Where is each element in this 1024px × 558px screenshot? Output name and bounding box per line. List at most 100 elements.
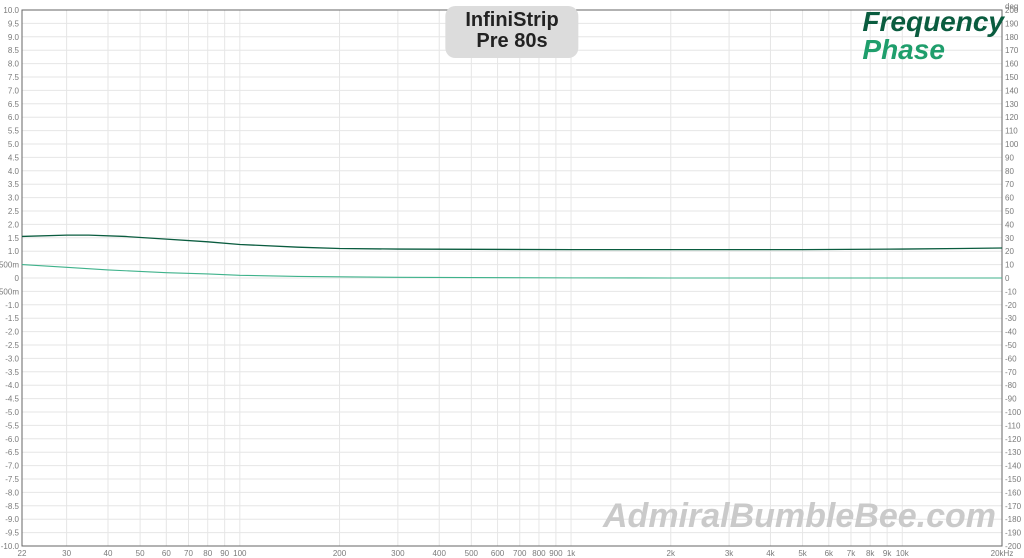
svg-text:-180: -180 (1005, 515, 1022, 524)
svg-text:4.5: 4.5 (8, 153, 20, 162)
svg-text:-30: -30 (1005, 314, 1017, 323)
svg-text:2.5: 2.5 (8, 207, 20, 216)
svg-text:1.0: 1.0 (8, 247, 20, 256)
svg-text:120: 120 (1005, 113, 1019, 122)
svg-text:100: 100 (233, 549, 247, 558)
svg-text:-40: -40 (1005, 328, 1017, 337)
svg-text:7k: 7k (847, 549, 856, 558)
svg-text:5k: 5k (798, 549, 807, 558)
svg-text:500: 500 (465, 549, 479, 558)
svg-text:-80: -80 (1005, 381, 1017, 390)
svg-text:60: 60 (1005, 194, 1014, 203)
svg-text:-5.0: -5.0 (5, 408, 19, 417)
svg-text:80: 80 (203, 549, 212, 558)
svg-text:-140: -140 (1005, 462, 1022, 471)
svg-text:-2.0: -2.0 (5, 328, 19, 337)
svg-text:0: 0 (1005, 274, 1010, 283)
svg-text:400: 400 (433, 549, 447, 558)
svg-text:1.5: 1.5 (8, 234, 20, 243)
svg-text:-150: -150 (1005, 475, 1022, 484)
svg-text:-90: -90 (1005, 395, 1017, 404)
svg-text:80: 80 (1005, 167, 1014, 176)
svg-text:2k: 2k (667, 549, 676, 558)
svg-text:5.0: 5.0 (8, 140, 20, 149)
svg-text:-2.5: -2.5 (5, 341, 19, 350)
chart-svg: 10.09.59.08.58.07.57.06.56.05.55.04.54.0… (0, 0, 1024, 558)
svg-text:-9.5: -9.5 (5, 529, 19, 538)
svg-text:8.5: 8.5 (8, 46, 20, 55)
svg-text:-70: -70 (1005, 368, 1017, 377)
svg-text:-3.5: -3.5 (5, 368, 19, 377)
svg-text:800: 800 (532, 549, 546, 558)
svg-text:-6.0: -6.0 (5, 435, 19, 444)
svg-text:6.0: 6.0 (8, 113, 20, 122)
svg-text:3.5: 3.5 (8, 180, 20, 189)
svg-text:-110: -110 (1005, 421, 1021, 430)
svg-text:300: 300 (391, 549, 405, 558)
svg-text:160: 160 (1005, 60, 1019, 69)
svg-text:-7.0: -7.0 (5, 462, 19, 471)
svg-text:-8.5: -8.5 (5, 502, 19, 511)
svg-text:9.0: 9.0 (8, 33, 20, 42)
svg-text:90: 90 (220, 549, 229, 558)
chart-container: 10.09.59.08.58.07.57.06.56.05.55.04.54.0… (0, 0, 1024, 558)
svg-text:100: 100 (1005, 140, 1019, 149)
svg-text:-8.0: -8.0 (5, 488, 19, 497)
chart-legend: FrequencyPhase (862, 8, 1004, 64)
svg-text:40: 40 (104, 549, 113, 558)
svg-text:7.5: 7.5 (8, 73, 20, 82)
svg-text:3k: 3k (725, 549, 734, 558)
svg-text:10: 10 (1005, 261, 1014, 270)
svg-text:20kHz: 20kHz (991, 549, 1014, 558)
svg-text:-6.5: -6.5 (5, 448, 19, 457)
svg-text:1k: 1k (567, 549, 576, 558)
svg-text:900: 900 (549, 549, 563, 558)
svg-text:deg: deg (1005, 2, 1018, 11)
svg-text:130: 130 (1005, 100, 1019, 109)
svg-text:20: 20 (1005, 247, 1014, 256)
svg-text:9k: 9k (883, 549, 892, 558)
svg-text:150: 150 (1005, 73, 1019, 82)
svg-text:190: 190 (1005, 19, 1019, 28)
svg-text:22: 22 (18, 549, 27, 558)
svg-text:10.0: 10.0 (3, 6, 19, 15)
svg-text:8k: 8k (866, 549, 875, 558)
chart-title-badge: InfiniStrip Pre 80s (445, 6, 578, 58)
svg-text:-50: -50 (1005, 341, 1017, 350)
svg-text:-1.0: -1.0 (5, 301, 19, 310)
svg-text:-4.0: -4.0 (5, 381, 19, 390)
svg-text:170: 170 (1005, 46, 1019, 55)
svg-text:70: 70 (184, 549, 193, 558)
svg-text:8.0: 8.0 (8, 60, 20, 69)
svg-text:3.0: 3.0 (8, 194, 20, 203)
svg-text:-4.5: -4.5 (5, 395, 19, 404)
svg-text:-160: -160 (1005, 488, 1022, 497)
svg-text:40: 40 (1005, 220, 1014, 229)
legend-item-frequency: Frequency (862, 8, 1004, 36)
svg-text:-100: -100 (1005, 408, 1022, 417)
svg-text:5.5: 5.5 (8, 127, 20, 136)
legend-item-phase: Phase (862, 36, 1004, 64)
svg-text:30: 30 (1005, 234, 1014, 243)
svg-text:4.0: 4.0 (8, 167, 20, 176)
watermark: AdmiralBumbleBee.com (603, 497, 996, 536)
svg-text:180: 180 (1005, 33, 1019, 42)
svg-text:4k: 4k (766, 549, 775, 558)
svg-text:70: 70 (1005, 180, 1014, 189)
svg-text:90: 90 (1005, 153, 1014, 162)
svg-text:-500m: -500m (0, 287, 19, 296)
svg-text:30: 30 (62, 549, 71, 558)
svg-text:110: 110 (1005, 127, 1018, 136)
svg-text:-60: -60 (1005, 354, 1017, 363)
svg-text:2.0: 2.0 (8, 220, 20, 229)
svg-text:60: 60 (162, 549, 171, 558)
svg-text:-7.5: -7.5 (5, 475, 19, 484)
svg-text:-170: -170 (1005, 502, 1022, 511)
svg-text:10k: 10k (896, 549, 910, 558)
svg-text:-1.5: -1.5 (5, 314, 19, 323)
svg-text:-10: -10 (1005, 287, 1017, 296)
svg-text:50: 50 (1005, 207, 1014, 216)
svg-text:0: 0 (15, 274, 20, 283)
svg-text:200: 200 (333, 549, 347, 558)
chart-title-line1: InfiniStrip (465, 10, 558, 31)
